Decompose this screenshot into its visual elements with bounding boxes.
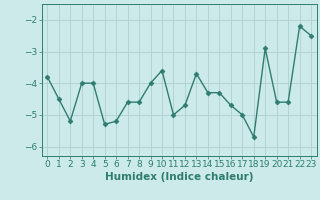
X-axis label: Humidex (Indice chaleur): Humidex (Indice chaleur) [105,172,253,182]
